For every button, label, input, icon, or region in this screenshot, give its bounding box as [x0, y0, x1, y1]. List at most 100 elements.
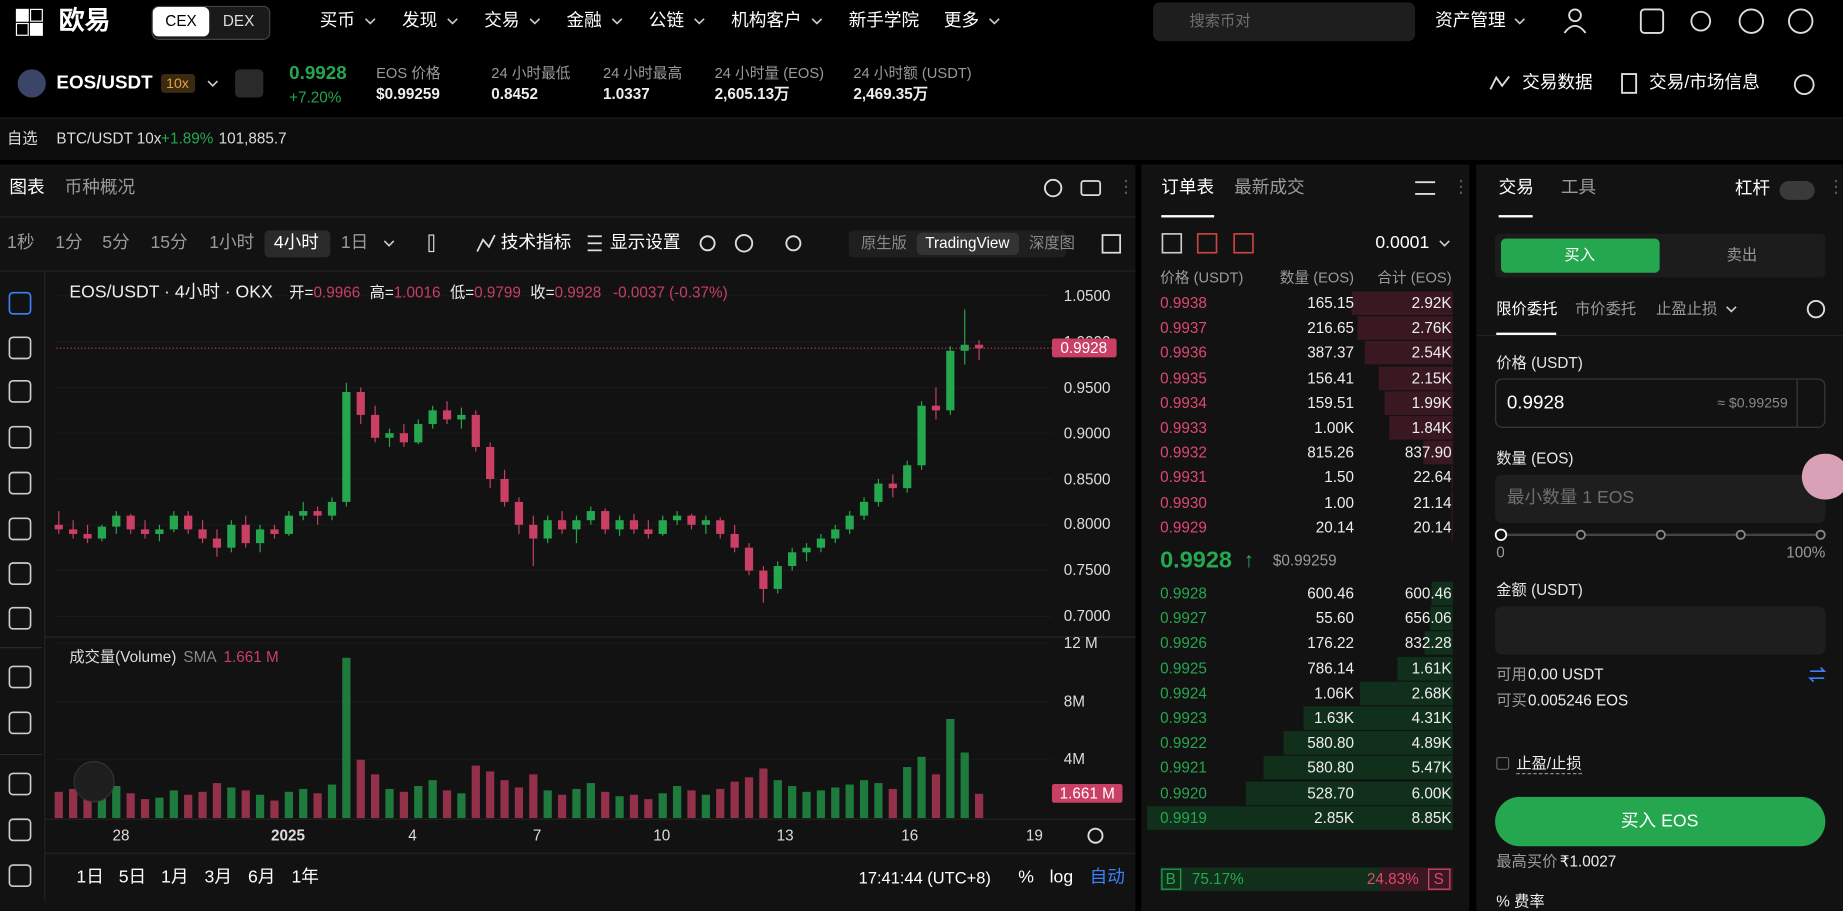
stat-label: 24 小时最低 [491, 65, 571, 82]
market-info-link[interactable]: 交易/市场信息 [1649, 72, 1760, 93]
menu-item[interactable]: 买币 [319, 10, 355, 31]
volume-bar [69, 788, 78, 819]
scale-option[interactable]: 自动 [1089, 867, 1125, 888]
range-button[interactable]: 1年 [291, 867, 319, 888]
submit-label: 买入 EOS [1620, 811, 1699, 831]
trade-data-link[interactable]: 交易数据 [1522, 72, 1593, 93]
book-total: 837.90 [1404, 443, 1452, 462]
watchlist-pair[interactable]: BTC/USDT 10x [56, 129, 162, 148]
volume-bar [557, 794, 567, 819]
tool-button[interactable]: 显示设置 [610, 232, 681, 253]
mode-tab[interactable]: DEX [222, 11, 255, 30]
interval[interactable]: 15分 [150, 232, 188, 253]
range-button[interactable]: 3月 [204, 867, 232, 888]
book-size: 1.63K [1314, 708, 1355, 727]
translate-button[interactable] [1801, 453, 1843, 500]
leverage-toggle[interactable] [1779, 181, 1815, 200]
book-tab[interactable]: 最新成交 [1234, 177, 1305, 198]
volume-bar [54, 791, 63, 819]
candle-body [227, 524, 236, 548]
menu-item[interactable]: 交易 [484, 10, 520, 31]
book-total: 5.47K [1411, 758, 1452, 777]
assets-menu[interactable]: 资产管理 [1435, 10, 1506, 31]
slider-label: 0 [1496, 543, 1505, 561]
book-tab[interactable]: 订单表 [1161, 177, 1215, 198]
interval[interactable]: 1日 [340, 232, 369, 253]
watchlist-bar [0, 118, 1843, 160]
depth-bar [1303, 706, 1453, 730]
menu-item[interactable]: 机构客户 [731, 10, 802, 31]
pair: EOS/USDT [56, 73, 153, 94]
menu-item[interactable]: 金融 [566, 10, 602, 31]
last-price: 0.9928 [289, 63, 347, 84]
trade-tab[interactable]: 工具 [1560, 177, 1597, 198]
mode-active [152, 7, 210, 37]
ohlc-value: 1.0016 [393, 283, 441, 301]
menu-item[interactable]: 公链 [648, 10, 685, 31]
price-input[interactable] [1495, 378, 1826, 428]
submit-button[interactable] [1495, 796, 1826, 847]
drawing-tool-icon [8, 772, 32, 796]
ohlc-label: 收= [530, 283, 555, 301]
panel-tab[interactable]: 图表 [9, 177, 45, 198]
search-box[interactable] [1153, 2, 1416, 42]
chevron-icon [383, 240, 395, 247]
interval[interactable]: 1小时 [209, 232, 255, 253]
balance-label: 可买 [1496, 691, 1527, 709]
candle-body [931, 405, 941, 411]
view-tab[interactable]: 深度图 [1029, 234, 1075, 252]
qty-input[interactable] [1495, 474, 1826, 524]
favorite-button[interactable] [235, 69, 264, 98]
x-tick-label: 4 [408, 826, 417, 845]
candle-body [859, 501, 869, 516]
order-type[interactable]: 市价委托 [1575, 299, 1637, 318]
order-type[interactable]: 止盈止损 [1656, 299, 1718, 318]
view-tab[interactable]: 原生版 [860, 234, 907, 252]
range-button[interactable]: 1日 [76, 867, 104, 888]
stat-value: 2,605.13万 [714, 84, 790, 103]
trade-tab[interactable]: 交易 [1498, 177, 1534, 198]
interval[interactable]: 4小时 [273, 232, 319, 253]
panel-tab[interactable]: 币种概况 [64, 177, 136, 198]
book-total: 1.61K [1411, 659, 1452, 677]
stat-value: 2,469.35万 [853, 84, 929, 103]
scale-option[interactable]: % [1018, 867, 1034, 888]
amount-input[interactable] [1495, 606, 1826, 655]
mode-tab[interactable]: CEX [165, 11, 197, 30]
field-label: 价格 (USDT) [1496, 354, 1583, 372]
chevron-icon [529, 18, 541, 25]
range-button[interactable]: 5日 [118, 867, 147, 888]
range-button[interactable]: 1月 [161, 867, 189, 888]
book-size: 156.41 [1307, 368, 1355, 387]
interval[interactable]: 1分 [55, 232, 83, 253]
volume-bar [816, 790, 826, 819]
field-label: 金额 (USDT) [1496, 580, 1583, 599]
interval[interactable]: 5分 [102, 232, 130, 253]
volume-bar [687, 790, 696, 819]
volume-bar [327, 784, 337, 819]
tpsl-checkbox[interactable] [1496, 756, 1510, 770]
scale-option[interactable]: log [1049, 867, 1074, 888]
range-button[interactable]: 6月 [248, 867, 276, 888]
depth-bar [1365, 341, 1453, 365]
buy-tab[interactable] [1500, 238, 1660, 273]
view-tab[interactable]: TradingView [925, 234, 1010, 252]
volume-bar [97, 794, 107, 819]
menu-item[interactable]: 新手学院 [848, 10, 920, 31]
order-type[interactable]: 限价委托 [1496, 299, 1558, 318]
interval[interactable]: 1秒 [7, 232, 35, 253]
divider [0, 117, 1843, 119]
volume-bar [255, 794, 265, 819]
candle-body [313, 511, 322, 516]
volume-tag-label: 1.661 M [1059, 784, 1115, 802]
volume-bar [903, 767, 912, 819]
price-step[interactable]: 0.0001 [1375, 232, 1430, 253]
menu-item[interactable]: 发现 [401, 10, 438, 31]
max-price-value: ₹1.0027 [1559, 852, 1617, 871]
volume-bar [342, 657, 351, 819]
tool-button[interactable]: 技术指标 [500, 232, 572, 253]
sell-tab[interactable]: 卖出 [1726, 245, 1758, 264]
volume-legend: 成交量(Volume) SMA 1.661 M [69, 648, 278, 666]
depth-bar [1452, 490, 1453, 515]
menu-item[interactable]: 更多 [943, 10, 980, 31]
